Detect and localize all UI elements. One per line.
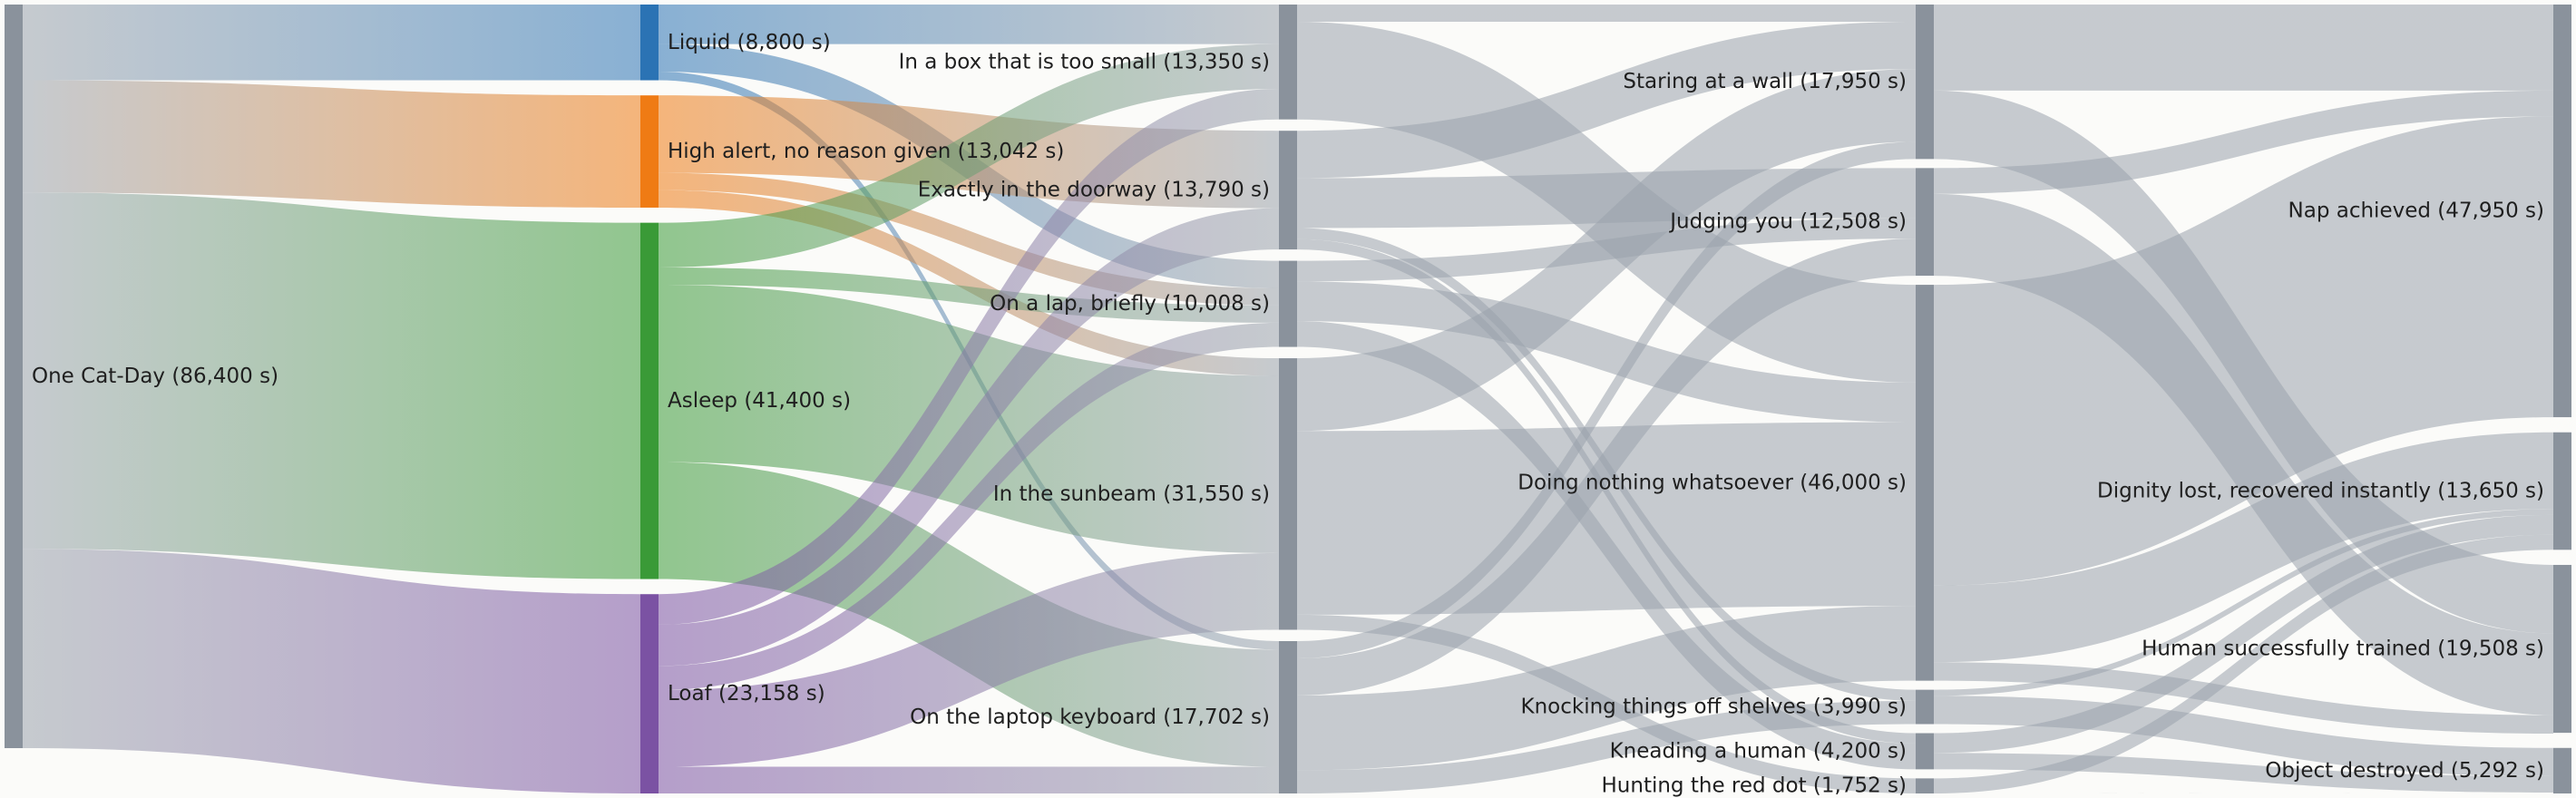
node-staring-at-a-wall	[1916, 5, 1934, 160]
node-object-destroyed	[2553, 747, 2571, 793]
link-in-the-sunbeam-to-doing-nothing-whatsoever	[1297, 422, 1916, 615]
node-label-staring-at-a-wall: Staring at a wall (17,950 s)	[1623, 70, 1907, 93]
node-label-dignity-lost-recovered-instantly: Dignity lost, recovered instantly (13,65…	[2097, 480, 2544, 503]
link-one-cat-day-to-asleep	[23, 192, 640, 579]
link-high-alert-no-reason-given-to-in-the-sunbeam	[659, 190, 1279, 376]
node-loaf	[640, 594, 659, 793]
node-label-asleep: Asleep (41,400 s)	[668, 389, 851, 413]
node-label-on-the-laptop-keyboard: On the laptop keyboard (17,702 s)	[910, 706, 1270, 729]
link-exactly-in-the-doorway-to-staring-at-a-wall	[1297, 21, 1916, 179]
link-on-the-laptop-keyboard-to-knocking-things-off-shelves	[1297, 700, 1916, 793]
link-one-cat-day-to-loaf	[23, 549, 640, 793]
node-doing-nothing-whatsoever	[1916, 285, 1934, 681]
node-label-nap-achieved: Nap achieved (47,950 s)	[2288, 200, 2544, 223]
node-asleep	[640, 222, 659, 579]
labels-layer: One Cat-Day (86,400 s) Liquid (8,800 s) Hi…	[32, 31, 2544, 798]
link-judging-you-to-nap-achieved	[1934, 90, 2553, 194]
node-label-exactly-in-the-doorway: Exactly in the doorway (13,790 s)	[918, 179, 1270, 202]
link-asleep-to-on-a-lap-briefly	[659, 267, 1279, 323]
link-doing-nothing-whatsoever-to-dignity-lost-recovered-instantly	[1934, 432, 2553, 663]
link-hunting-the-red-dot-to-dignity-lost-recovered-instantly	[1934, 534, 2553, 793]
link-loaf-to-exactly-in-the-doorway	[659, 208, 1279, 667]
link-on-a-lap-briefly-to-doing-nothing-whatsoever	[1297, 281, 1916, 423]
node-in-a-box-that-is-too-small	[1279, 5, 1297, 120]
node-liquid	[640, 5, 659, 81]
link-in-the-sunbeam-to-staring-at-a-wall	[1297, 69, 1916, 432]
link-doing-nothing-whatsoever-to-human-successfully-trained	[1934, 662, 2553, 735]
node-label-hunting-the-red-dot: Hunting the red dot (1,752 s)	[1602, 774, 1908, 798]
node-exactly-in-the-doorway	[1279, 131, 1297, 250]
link-one-cat-day-to-liquid	[23, 5, 640, 81]
node-kneading-a-human	[1916, 733, 1934, 770]
node-on-the-laptop-keyboard	[1279, 640, 1297, 793]
link-high-alert-no-reason-given-to-on-a-lap-briefly	[659, 172, 1279, 306]
node-label-kneading-a-human: Kneading a human (4,200 s)	[1610, 739, 1907, 763]
node-label-object-destroyed: Object destroyed (5,292 s)	[2265, 759, 2544, 783]
node-one-cat-day	[5, 5, 23, 748]
node-label-judging-you: Judging you (12,508 s)	[1668, 210, 1907, 234]
link-asleep-to-on-the-laptop-keyboard	[659, 462, 1279, 767]
link-knocking-things-off-shelves-to-dignity-lost-recovered-instantly	[1934, 509, 2553, 696]
link-one-cat-day-to-high-alert-no-reason-given	[23, 80, 640, 208]
link-staring-at-a-wall-to-nap-achieved	[1934, 5, 2553, 91]
link-loaf-to-in-the-sunbeam	[659, 552, 1279, 767]
link-loaf-to-in-a-box-that-is-too-small	[659, 89, 1279, 625]
link-kneading-a-human-to-dignity-lost-recovered-instantly	[1934, 514, 2553, 754]
link-liquid-to-in-a-box-that-is-too-small	[659, 5, 1279, 44]
node-dignity-lost-recovered-instantly	[2553, 432, 2571, 550]
node-high-alert-no-reason-given	[640, 95, 659, 208]
node-label-high-alert-no-reason-given: High alert, no reason given (13,042 s)	[668, 140, 1064, 163]
node-label-knocking-things-off-shelves: Knocking things off shelves (3,990 s)	[1521, 696, 1908, 719]
node-hunting-the-red-dot	[1916, 778, 1934, 793]
node-label-one-cat-day: One Cat-Day (86,400 s)	[32, 365, 278, 388]
link-on-the-laptop-keyboard-to-judging-you	[1297, 238, 1916, 696]
nodes-layer	[5, 5, 2571, 793]
link-on-the-laptop-keyboard-to-staring-at-a-wall	[1297, 141, 1916, 658]
link-loaf-to-on-the-laptop-keyboard	[659, 766, 1279, 793]
link-on-the-laptop-keyboard-to-doing-nothing-whatsoever	[1297, 606, 1916, 771]
node-label-in-a-box-that-is-too-small: In a box that is too small (13,350 s)	[899, 50, 1270, 73]
link-loaf-to-on-a-lap-briefly	[659, 322, 1279, 691]
node-judging-you	[1916, 168, 1934, 277]
node-label-loaf: Loaf (23,158 s)	[668, 682, 825, 706]
link-exactly-in-the-doorway-to-judging-you	[1297, 168, 1916, 229]
node-knocking-things-off-shelves	[1916, 689, 1934, 725]
node-label-on-a-lap-briefly: On a lap, briefly (10,008 s)	[990, 292, 1270, 316]
link-in-a-box-that-is-too-small-to-staring-at-a-wall	[1297, 5, 1916, 22]
node-in-the-sunbeam	[1279, 358, 1297, 630]
node-label-in-the-sunbeam: In the sunbeam (31,550 s)	[993, 482, 1270, 506]
link-doing-nothing-whatsoever-to-nap-achieved	[1934, 116, 2553, 586]
links-layer	[23, 5, 2553, 793]
link-asleep-to-in-a-box-that-is-too-small	[659, 44, 1279, 268]
node-human-successfully-trained	[2553, 564, 2571, 734]
node-label-liquid: Liquid (8,800 s)	[668, 31, 831, 54]
node-label-human-successfully-trained: Human successfully trained (19,508 s)	[2142, 637, 2544, 661]
node-label-doing-nothing-whatsoever: Doing nothing whatsoever (46,000 s)	[1517, 471, 1907, 494]
node-nap-achieved	[2553, 5, 2571, 418]
node-on-a-lap-briefly	[1279, 260, 1297, 347]
